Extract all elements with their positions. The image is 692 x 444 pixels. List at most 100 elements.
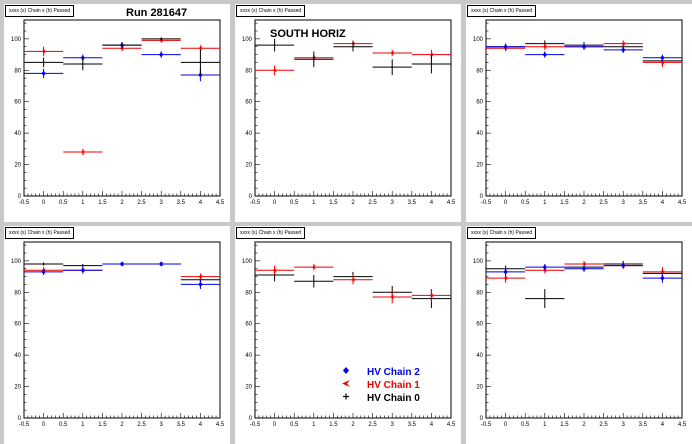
x-tick-label: 4.5 <box>678 422 687 428</box>
x-tick-label: 3 <box>391 200 395 206</box>
y-tick-label: 60 <box>245 100 252 106</box>
x-tick-label: 2 <box>582 200 586 206</box>
x-tick-label: 0.5 <box>59 422 68 428</box>
pad-5: 0 20 40 60 80 100 -0.5 0 0.5 1 1.5 2 2.5 3 3.5 4 4.5 xxx… <box>235 226 461 444</box>
diamond-marker <box>503 269 508 275</box>
x-tick-label: 2 <box>351 200 355 206</box>
x-tick-label: 4.5 <box>447 422 456 428</box>
x-tick-label: 0 <box>504 422 508 428</box>
x-tick-label: 3.5 <box>408 422 417 428</box>
cross-marker <box>160 37 163 40</box>
arrow-marker <box>197 274 203 279</box>
diamond-marker <box>198 281 203 288</box>
x-tick-label: 1 <box>312 200 316 206</box>
arrow-marker-icon <box>342 380 350 387</box>
diamond-marker <box>660 55 665 61</box>
y-tick-label: 100 <box>242 37 253 43</box>
diamond-marker <box>41 70 46 77</box>
diamond-marker <box>503 44 508 50</box>
legend-item-chain-1: HV Chain 1 <box>341 379 445 392</box>
x-tick-label: 4 <box>199 422 203 428</box>
cross-marker <box>199 61 202 64</box>
y-tick-label: 60 <box>476 322 483 328</box>
arrow-marker <box>428 293 434 298</box>
y-tick-label: 100 <box>11 37 22 43</box>
x-tick-label: 0.5 <box>290 422 299 428</box>
x-tick-label: 2.5 <box>599 200 608 206</box>
region-title: SOUTH HORIZ <box>270 28 346 40</box>
y-tick-label: 40 <box>476 353 483 359</box>
y-tick-label: 0 <box>480 416 484 422</box>
plot-frame <box>23 241 221 419</box>
hist-title-2: xxxx (s) Chain x (h) Passed <box>236 5 306 17</box>
y-tick-label: 20 <box>245 385 252 391</box>
arrow-marker <box>350 277 356 282</box>
legend-label-chain-0: HV Chain 0 <box>367 393 420 404</box>
y-tick-label: 20 <box>14 385 21 391</box>
legend-item-chain-0: HV Chain 0 <box>341 392 445 405</box>
y-tick-label: 60 <box>14 100 21 106</box>
arrow-marker <box>503 276 508 281</box>
x-tick-label: 0.5 <box>290 200 299 206</box>
x-tick-label: 1.5 <box>560 422 569 428</box>
x-tick-label: 3.5 <box>177 422 186 428</box>
cross-marker <box>352 45 354 48</box>
y-tick-label: 40 <box>14 353 21 359</box>
pad-6: 0 20 40 60 80 100 -0.5 0 0.5 1 1.5 2 2.5 3 3.5 4 4.5 xxx… <box>466 226 692 444</box>
x-tick-label: 3.5 <box>408 200 417 206</box>
arrow-marker <box>389 295 395 299</box>
x-tick-label: 0.5 <box>59 200 68 206</box>
y-tick-label: 0 <box>18 194 22 200</box>
hist-title-6: xxxx (s) Chain x (h) Passed <box>467 227 537 239</box>
y-tick-label: 40 <box>245 131 252 137</box>
y-tick-label: 80 <box>14 68 21 74</box>
y-tick-label: 0 <box>480 194 484 200</box>
diamond-marker <box>80 267 85 273</box>
x-tick-label: 1 <box>312 422 316 428</box>
x-tick-label: 4 <box>661 422 665 428</box>
x-tick-label: 1.5 <box>98 200 107 206</box>
x-tick-label: 0 <box>273 422 277 428</box>
cross-marker <box>273 44 276 47</box>
arrow-marker <box>659 60 665 65</box>
x-tick-label: 1 <box>543 422 547 428</box>
y-tick-label: 100 <box>473 259 484 265</box>
arrow-marker <box>80 150 85 154</box>
cross-marker <box>543 297 546 300</box>
arrow-marker <box>620 41 626 46</box>
cross-marker <box>312 280 315 283</box>
y-tick-label: 20 <box>14 163 21 169</box>
x-tick-label: 3 <box>160 200 164 206</box>
y-tick-label: 40 <box>14 131 21 137</box>
cross-marker-icon <box>343 393 349 400</box>
y-tick-label: 20 <box>476 163 483 169</box>
x-tick-label: 2 <box>120 200 124 206</box>
arrow-marker <box>272 68 277 73</box>
x-tick-label: 4 <box>199 200 203 206</box>
diamond-marker-icon <box>343 367 349 374</box>
y-tick-label: 80 <box>476 290 483 296</box>
x-tick-label: 0 <box>42 422 46 428</box>
y-tick-label: 0 <box>249 416 253 422</box>
y-tick-label: 60 <box>245 322 252 328</box>
x-tick-label: 4.5 <box>678 200 687 206</box>
pad-3: 0 20 40 60 80 100 -0.5 0 0.5 1 1.5 2 2.5 3 3.5 4 4.5 xxx… <box>466 4 692 222</box>
x-tick-label: 3 <box>391 422 395 428</box>
x-tick-label: 4.5 <box>216 200 225 206</box>
y-tick-label: 40 <box>476 131 483 137</box>
hist-title-3: xxxx (s) Chain x (h) Passed <box>467 5 537 17</box>
y-tick-label: 20 <box>245 163 252 169</box>
y-tick-label: 60 <box>14 322 21 328</box>
cross-marker <box>42 61 45 64</box>
cross-marker <box>81 264 84 267</box>
x-tick-label: 1.5 <box>98 422 107 428</box>
y-tick-label: 60 <box>476 100 483 106</box>
x-tick-label: 3.5 <box>177 200 186 206</box>
hist-title-1: xxxx (s) Chain x (h) Passed <box>5 5 75 17</box>
y-tick-label: 100 <box>473 37 484 43</box>
diamond-marker <box>159 51 164 58</box>
